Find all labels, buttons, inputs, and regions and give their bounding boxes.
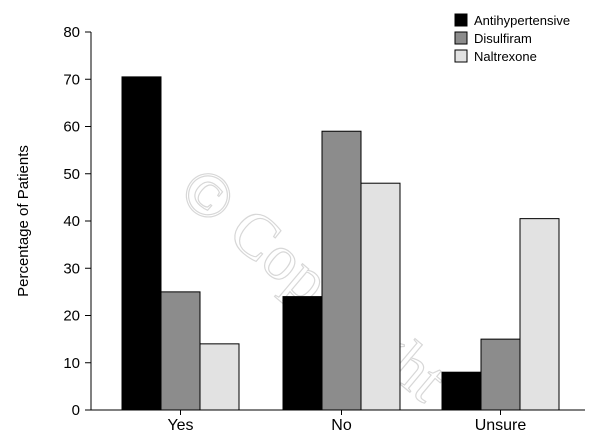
legend-label: Disulfiram xyxy=(474,31,532,46)
x-tick-label: No xyxy=(331,417,352,432)
y-tick-label: 30 xyxy=(63,260,80,277)
y-tick-label: 0 xyxy=(72,402,80,419)
legend-swatch xyxy=(454,13,468,27)
bar-antihypertensive-no xyxy=(282,296,323,411)
y-axis-title: Percentage of Patients xyxy=(15,145,32,297)
bar-naltrexone-unsure xyxy=(519,218,560,411)
y-tick-label: 50 xyxy=(63,166,80,183)
y-tick-label: 70 xyxy=(63,71,80,88)
legend-swatch xyxy=(454,49,468,63)
legend-label: Antihypertensive xyxy=(474,13,570,28)
bar-disulfiram-no xyxy=(321,130,362,411)
bar-disulfiram-yes xyxy=(160,291,201,411)
legend-label: Naltrexone xyxy=(474,49,537,64)
category-labels: Yes No Unsure xyxy=(167,410,526,432)
bars xyxy=(121,76,560,411)
y-tick-label: 10 xyxy=(63,355,80,372)
bar-naltrexone-yes xyxy=(199,343,240,411)
legend: Antihypertensive Disulfiram Naltrexone xyxy=(454,13,570,64)
legend-swatch xyxy=(454,31,468,45)
y-tick-label: 40 xyxy=(63,213,80,230)
x-tick-label: Yes xyxy=(167,417,193,432)
y-tick-label: 80 xyxy=(63,24,80,41)
bar-antihypertensive-unsure xyxy=(441,371,482,411)
y-tick-label: 20 xyxy=(63,308,80,325)
bar-disulfiram-unsure xyxy=(480,338,521,411)
bar-naltrexone-no xyxy=(360,182,401,411)
x-tick-label: Unsure xyxy=(475,417,527,432)
bar-antihypertensive-yes xyxy=(121,76,162,411)
y-tick-label: 60 xyxy=(63,119,80,136)
